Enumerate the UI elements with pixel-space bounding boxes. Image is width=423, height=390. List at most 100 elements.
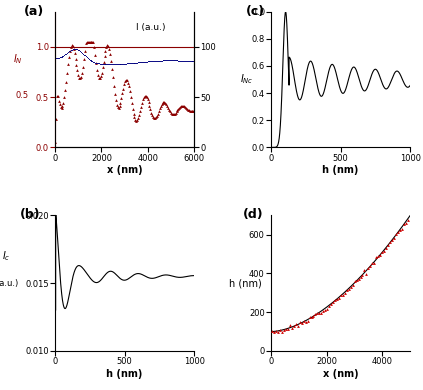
Point [85,39,92,45]
Point [277,326,283,333]
Point [139,59,146,65]
Point [160,57,167,64]
Point [338,292,344,299]
Text: 0.5: 0.5 [16,91,29,100]
Point [113,61,119,67]
Point [332,297,338,303]
Point [179,103,186,109]
Point [377,252,384,258]
Point [78,74,85,80]
Point [113,97,119,103]
Point [139,99,146,106]
Point [175,57,182,64]
Point [343,287,350,293]
Point [184,58,191,64]
Point [89,58,96,64]
Point [90,39,97,45]
Point [141,93,148,99]
Point [359,272,366,278]
Point [269,328,276,334]
Point [126,88,133,94]
Point [76,74,82,81]
Point [180,58,187,64]
Point [393,231,399,238]
Point [71,46,78,52]
Point [96,75,103,82]
Point [168,57,174,64]
Point [144,58,151,65]
Point [148,58,155,64]
Point [64,50,71,56]
Point [110,61,117,67]
Point [70,46,77,52]
Point [90,59,97,65]
Point [107,61,113,67]
Point [385,242,391,248]
Point [68,44,74,50]
Text: $I_N$: $I_N$ [13,52,23,66]
Point [131,114,138,121]
Point [157,103,164,109]
Point [134,117,141,123]
Point [170,111,176,117]
Point [152,115,159,121]
Point [92,59,99,66]
Point [163,101,170,107]
Point [316,310,323,317]
Point [106,61,113,67]
Point [172,110,179,116]
Point [106,46,113,52]
Point [165,57,172,64]
Point [130,110,137,117]
Point [308,314,315,320]
Point [140,59,147,65]
Point [142,93,149,99]
Text: $I_{Nc}$: $I_{Nc}$ [240,73,254,87]
Point [181,58,187,64]
Point [85,56,92,62]
Point [143,58,150,65]
Point [63,50,70,57]
Point [381,248,387,254]
Point [158,101,165,107]
Point [173,108,180,115]
Point [99,61,106,67]
Point [131,60,138,66]
Point [190,58,197,64]
Point [113,61,120,67]
Point [137,59,144,65]
Point [149,58,156,64]
Point [154,58,160,64]
Point [168,111,175,117]
Point [394,229,401,235]
Point [135,115,142,121]
Point [70,46,77,52]
Point [135,59,142,66]
Point [345,286,352,292]
Point [82,48,88,54]
Point [283,326,289,332]
Point [102,61,109,67]
Point [357,274,364,280]
Point [100,58,107,65]
Point [60,53,67,59]
Point [382,245,389,251]
Point [89,39,96,45]
Point [97,60,104,67]
Point [91,59,98,66]
Point [155,57,162,64]
Point [162,57,169,64]
Point [71,50,78,56]
Point [60,99,67,106]
Point [306,314,313,321]
Point [148,110,155,116]
Point [143,94,150,100]
Point [273,328,280,334]
Point [52,55,58,62]
Point [83,54,90,60]
Point [314,310,321,316]
Point [99,69,105,76]
Point [136,59,143,66]
Point [334,296,341,302]
Point [291,323,297,329]
